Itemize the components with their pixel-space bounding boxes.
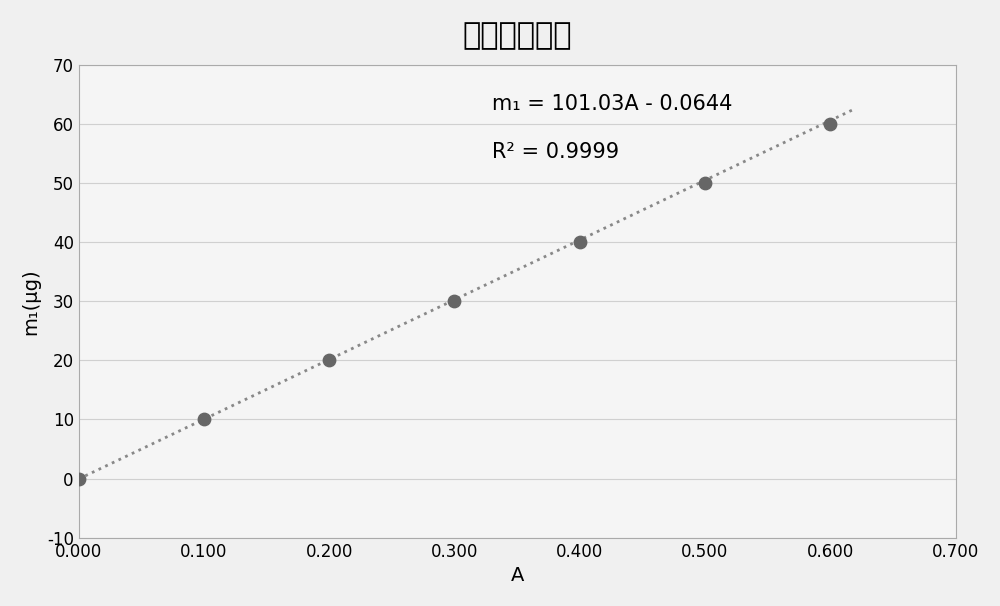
Point xyxy=(572,237,588,247)
Point xyxy=(446,296,462,306)
Y-axis label: m₁(μg): m₁(μg) xyxy=(21,268,40,335)
X-axis label: A: A xyxy=(510,566,524,585)
Point xyxy=(697,178,713,188)
Title: 磷量校准曲线: 磷量校准曲线 xyxy=(462,21,572,50)
Text: m₁ = 101.03A - 0.0644: m₁ = 101.03A - 0.0644 xyxy=(492,95,732,115)
Point xyxy=(321,356,337,365)
Point xyxy=(822,119,838,128)
Point xyxy=(71,474,87,484)
Point xyxy=(196,415,212,424)
Text: R² = 0.9999: R² = 0.9999 xyxy=(492,142,619,162)
